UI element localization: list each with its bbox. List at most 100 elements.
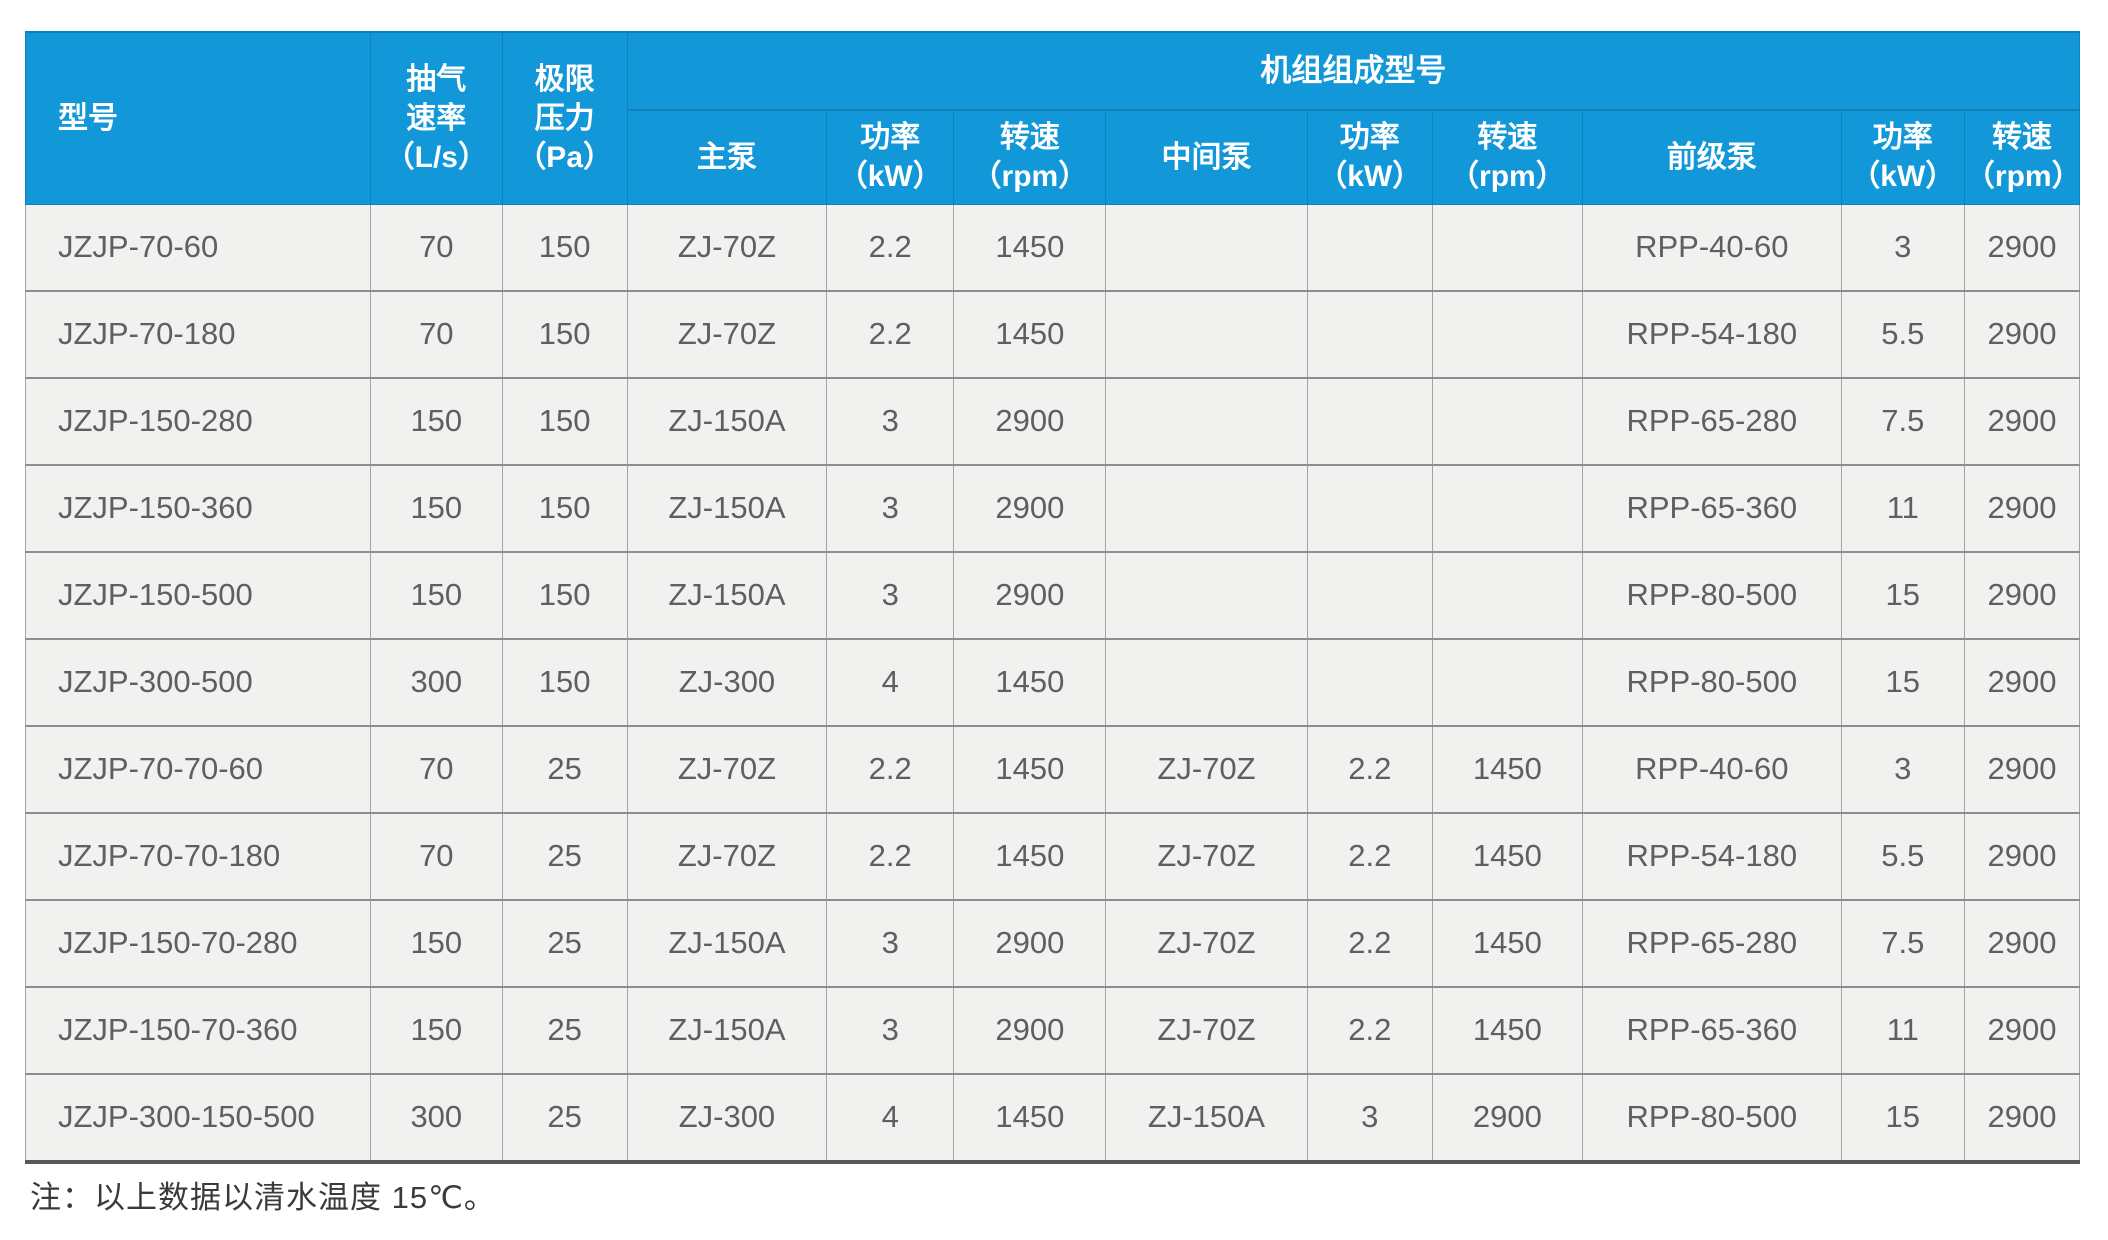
table-cell: ZJ-70Z <box>626 204 828 292</box>
column-header-pumping-speed: 抽气 速率 （L/s） <box>370 31 503 205</box>
table-cell: RPP-80-500 <box>1581 1072 1842 1164</box>
column-header-main-pump: 主泵 <box>626 109 828 205</box>
table-cell <box>1306 289 1433 379</box>
table-cell <box>1105 463 1308 553</box>
column-group-header-unit-composition: 机组组成型号 <box>626 31 2081 111</box>
table-cell <box>1306 550 1433 640</box>
table-cell: 15 <box>1840 550 1965 640</box>
table-cell: RPP-65-280 <box>1581 898 1842 988</box>
table-cell: 7.5 <box>1840 898 1965 988</box>
table-cell: ZJ-70Z <box>626 289 828 379</box>
table-row: JZJP-70-180 70 150 ZJ-70Z 2.2 1450 RPP-54-180 5… <box>24 289 2081 379</box>
table-cell: RPP-65-360 <box>1581 985 1842 1075</box>
table-cell: JZJP-150-280 <box>24 376 372 466</box>
column-header-intermediate-pump: 中间泵 <box>1105 109 1308 205</box>
table-cell: ZJ-70Z <box>1105 724 1308 814</box>
table-cell: 70 <box>370 811 503 901</box>
table-cell: 150 <box>501 204 628 292</box>
table-cell: 4 <box>826 637 955 727</box>
table-cell: 3 <box>1306 1072 1433 1164</box>
table-cell: RPP-80-500 <box>1581 637 1842 727</box>
table-cell: 70 <box>370 724 503 814</box>
table-cell <box>1105 289 1308 379</box>
table-cell: 150 <box>501 550 628 640</box>
table-cell: 2900 <box>1963 550 2081 640</box>
table-cell <box>1105 376 1308 466</box>
table-cell: 2.2 <box>826 811 955 901</box>
column-title: 极限 压力 <box>534 62 595 135</box>
table-cell: 150 <box>370 550 503 640</box>
table-cell: ZJ-150A <box>626 985 828 1075</box>
table-cell: 1450 <box>953 637 1107 727</box>
table-row: JZJP-150-70-280 150 25 ZJ-150A 3 2900 ZJ-70Z 2.… <box>24 898 2081 988</box>
table-cell: JZJP-70-180 <box>24 289 372 379</box>
column-header-main-pump-power: 功率 （kW） <box>826 109 955 205</box>
table-cell: 2900 <box>1963 637 2081 727</box>
column-unit: （Pa） <box>516 140 614 174</box>
table-cell: 1450 <box>1431 985 1583 1075</box>
table-cell: 2900 <box>1963 289 2081 379</box>
table-cell: 4 <box>826 1072 955 1164</box>
table-header: 型号 抽气 速率 （L/s） 极限 压力 （Pa） 机组组成型号 主泵 <box>24 31 2082 205</box>
table-cell: 3 <box>826 376 955 466</box>
table-cell: 2.2 <box>1306 724 1433 814</box>
table-cell: 150 <box>370 376 503 466</box>
table-cell: ZJ-150A <box>626 376 828 466</box>
pump-spec-table: 型号 抽气 速率 （L/s） 极限 压力 （Pa） 机组组成型号 主泵 <box>24 31 2082 1164</box>
table-cell: 2900 <box>953 376 1107 466</box>
table-cell: 11 <box>1840 985 1965 1075</box>
table-cell: RPP-65-360 <box>1581 463 1842 553</box>
table-cell: 25 <box>501 1072 628 1164</box>
table-cell: 2900 <box>953 898 1107 988</box>
column-header-main-pump-speed: 转速 （rpm） <box>953 109 1107 205</box>
table-cell: 2900 <box>953 985 1107 1075</box>
table-cell: ZJ-70Z <box>626 811 828 901</box>
column-header-backing-pump-speed: 转速 （rpm） <box>1963 109 2082 205</box>
table-cell: 1450 <box>1431 898 1583 988</box>
table-cell: 25 <box>501 985 628 1075</box>
table-cell: 2.2 <box>826 204 955 292</box>
table-cell <box>1105 550 1308 640</box>
table-cell: 2900 <box>1431 1072 1583 1164</box>
column-unit: （L/s） <box>384 140 488 174</box>
table-cell: JZJP-300-150-500 <box>24 1072 372 1164</box>
table-cell <box>1306 463 1433 553</box>
table-row: JZJP-150-360 150 150 ZJ-150A 3 2900 RPP-65-360… <box>24 463 2081 553</box>
table-cell: 3 <box>1840 724 1965 814</box>
table-cell: 25 <box>501 898 628 988</box>
table-cell: 2.2 <box>826 724 955 814</box>
table-cell: JZJP-150-70-280 <box>24 898 372 988</box>
table-cell <box>1105 637 1308 727</box>
table-cell: 2.2 <box>1306 898 1433 988</box>
table-cell: ZJ-150A <box>1105 1072 1308 1164</box>
table-cell <box>1431 204 1583 292</box>
table-cell <box>1306 376 1433 466</box>
table-cell: ZJ-150A <box>626 898 828 988</box>
column-header-backing-pump: 前级泵 <box>1581 109 1842 205</box>
table-cell <box>1431 463 1583 553</box>
table-cell <box>1431 550 1583 640</box>
table-cell: JZJP-70-70-180 <box>24 811 372 901</box>
table-cell: 2900 <box>1963 463 2081 553</box>
table-cell: 2900 <box>1963 898 2081 988</box>
table-cell: 2900 <box>1963 1072 2081 1164</box>
table-body: JZJP-70-60 70 150 ZJ-70Z 2.2 1450 RPP-40-60 3 29… <box>24 204 2081 1164</box>
table-cell: ZJ-300 <box>626 1072 828 1164</box>
table-cell: JZJP-150-500 <box>24 550 372 640</box>
table-row: JZJP-300-150-500 300 25 ZJ-300 4 1450 ZJ-150A 3… <box>24 1072 2081 1164</box>
table-cell: ZJ-70Z <box>1105 898 1308 988</box>
table-cell: 3 <box>826 898 955 988</box>
table-cell: 150 <box>370 985 503 1075</box>
table-cell: 25 <box>501 811 628 901</box>
table-cell: 1450 <box>953 724 1107 814</box>
table-cell: 2900 <box>953 550 1107 640</box>
column-header-backing-pump-power: 功率 （kW） <box>1840 109 1965 205</box>
column-header-ultimate-pressure: 极限 压力 （Pa） <box>501 31 628 205</box>
table-cell: JZJP-300-500 <box>24 637 372 727</box>
table-cell: 150 <box>501 463 628 553</box>
table-cell: 25 <box>501 724 628 814</box>
table-cell: 5.5 <box>1840 811 1965 901</box>
table-cell: RPP-80-500 <box>1581 550 1842 640</box>
table-cell: JZJP-150-360 <box>24 463 372 553</box>
